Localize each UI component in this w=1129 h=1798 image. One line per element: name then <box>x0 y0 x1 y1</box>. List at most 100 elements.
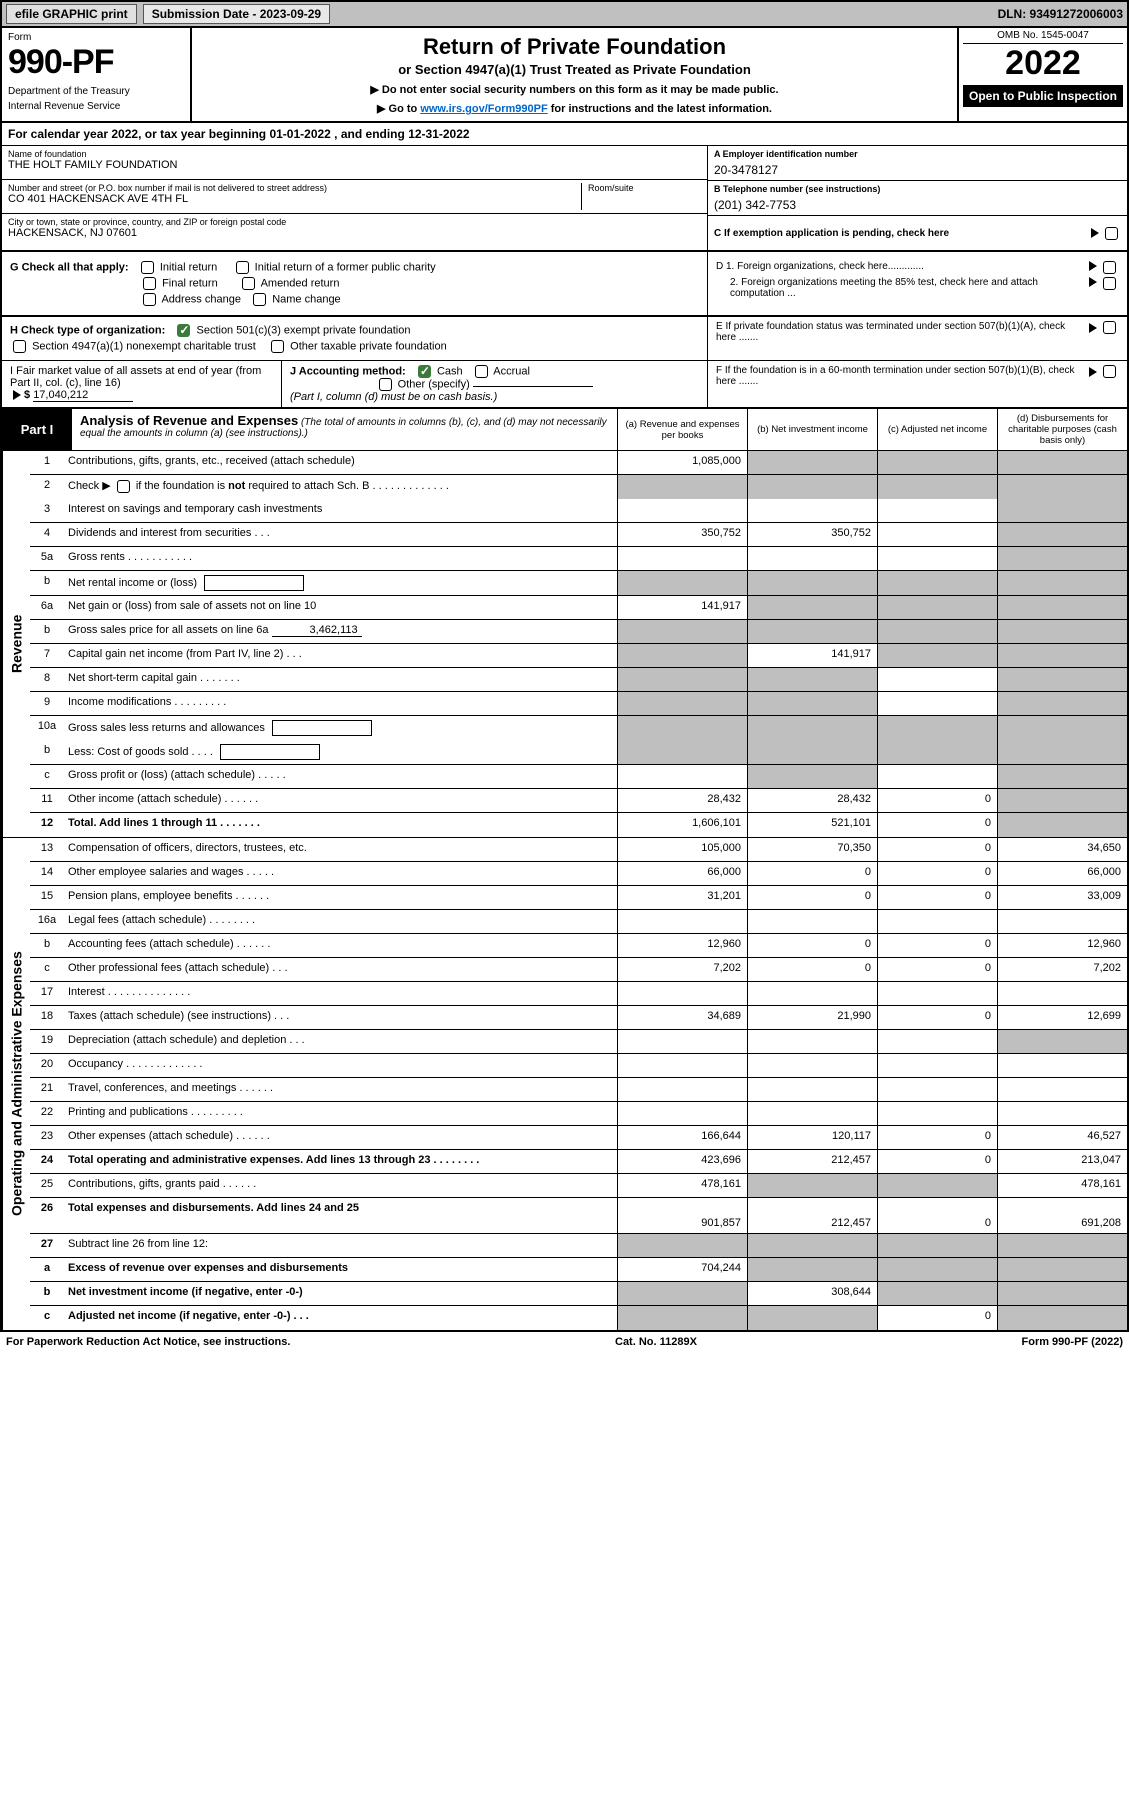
g-name-checkbox[interactable] <box>253 293 266 306</box>
cell-c <box>877 982 997 1005</box>
irs-link[interactable]: www.irs.gov/Form990PF <box>420 103 547 115</box>
cell-a <box>617 620 747 643</box>
cell-b <box>747 765 877 788</box>
h-501c3-checkbox[interactable] <box>177 324 190 337</box>
cell-b: 308,644 <box>747 1282 877 1305</box>
row-desc: Depreciation (attach schedule) and deple… <box>64 1030 617 1053</box>
form-number: 990-PF <box>8 43 184 82</box>
c-checkbox[interactable] <box>1105 227 1118 240</box>
d2-checkbox[interactable] <box>1103 277 1116 290</box>
cell-d <box>997 451 1127 474</box>
cell-d <box>997 596 1127 619</box>
cell-c: 0 <box>877 1006 997 1029</box>
cell-b <box>747 1258 877 1281</box>
row-desc: Contributions, gifts, grants paid . . . … <box>64 1174 617 1197</box>
cell-b: 0 <box>747 934 877 957</box>
h-4947-checkbox[interactable] <box>13 340 26 353</box>
form-note-ssn: ▶ Do not enter social security numbers o… <box>200 83 949 96</box>
cell-a <box>617 571 747 595</box>
row-num: 6a <box>30 596 64 619</box>
form-header-center: Return of Private Foundation or Section … <box>192 28 957 121</box>
row-num: 5a <box>30 547 64 570</box>
row-19: 19Depreciation (attach schedule) and dep… <box>30 1030 1127 1054</box>
f-checkbox[interactable] <box>1103 365 1116 378</box>
row-10c: c Gross profit or (loss) (attach schedul… <box>30 765 1127 789</box>
r10b-box[interactable] <box>220 744 320 760</box>
row-num: 14 <box>30 862 64 885</box>
col-d-header: (d) Disbursements for charitable purpose… <box>997 409 1127 450</box>
row-11: 11 Other income (attach schedule) . . . … <box>30 789 1127 813</box>
g-initial-checkbox[interactable] <box>141 261 154 274</box>
j-cash-checkbox[interactable] <box>418 365 431 378</box>
arrow-icon <box>1089 323 1097 333</box>
cell-a <box>617 982 747 1005</box>
ein-row: A Employer identification number 20-3478… <box>708 146 1127 181</box>
g-label: G Check all that apply: <box>10 261 129 273</box>
page-footer: For Paperwork Reduction Act Notice, see … <box>0 1332 1129 1352</box>
calyear-pre: For calendar year 2022, or tax year begi… <box>8 127 269 141</box>
row-desc: Subtract line 26 from line 12: <box>64 1234 617 1257</box>
j-other-checkbox[interactable] <box>379 378 392 391</box>
cell-c: 0 <box>877 958 997 981</box>
cell-a <box>617 1282 747 1305</box>
row-26: 26Total expenses and disbursements. Add … <box>30 1198 1127 1234</box>
cell-a <box>617 475 747 499</box>
h-other-checkbox[interactable] <box>271 340 284 353</box>
row-num: c <box>30 765 64 788</box>
row-num: 10a <box>30 716 64 740</box>
address-row: Number and street (or P.O. box number if… <box>2 180 707 214</box>
tel-label: B Telephone number (see instructions) <box>714 184 1121 194</box>
cell-d <box>997 765 1127 788</box>
g-final-checkbox[interactable] <box>143 277 156 290</box>
cell-c: 0 <box>877 1126 997 1149</box>
h-4947: Section 4947(a)(1) nonexempt charitable … <box>32 340 256 352</box>
cell-a <box>617 1078 747 1101</box>
cell-b <box>747 1234 877 1257</box>
check-section-ijf: I Fair market value of all assets at end… <box>0 360 1129 409</box>
e-check: E If private foundation status was termi… <box>707 317 1127 360</box>
row-desc: Less: Cost of goods sold . . . . <box>64 740 617 764</box>
cell-b: 0 <box>747 886 877 909</box>
cell-c <box>877 765 997 788</box>
g-address-checkbox[interactable] <box>143 293 156 306</box>
cell-d <box>997 571 1127 595</box>
cell-c <box>877 1078 997 1101</box>
j-accrual-checkbox[interactable] <box>475 365 488 378</box>
efile-print-button[interactable]: efile GRAPHIC print <box>6 4 137 24</box>
cell-b: 70,350 <box>747 838 877 861</box>
cell-a <box>617 765 747 788</box>
cell-c <box>877 740 997 764</box>
cell-c <box>877 910 997 933</box>
row-num: 25 <box>30 1174 64 1197</box>
cell-a <box>617 740 747 764</box>
cell-c <box>877 547 997 570</box>
g-initial-former-checkbox[interactable] <box>236 261 249 274</box>
r10a-box[interactable] <box>272 720 372 736</box>
schb-checkbox[interactable] <box>117 480 130 493</box>
row-desc: Gross profit or (loss) (attach schedule)… <box>64 765 617 788</box>
cell-d <box>997 1054 1127 1077</box>
row-desc: Gross sales less returns and allowances <box>64 716 617 740</box>
cell-a: 66,000 <box>617 862 747 885</box>
cell-b: 0 <box>747 862 877 885</box>
row-16b: bAccounting fees (attach schedule) . . .… <box>30 934 1127 958</box>
cell-b <box>747 1174 877 1197</box>
row-desc: Occupancy . . . . . . . . . . . . . <box>64 1054 617 1077</box>
cell-c <box>877 1174 997 1197</box>
g-amended-checkbox[interactable] <box>242 277 255 290</box>
e-checkbox[interactable] <box>1103 321 1116 334</box>
cell-d: 46,527 <box>997 1126 1127 1149</box>
form-subtitle: or Section 4947(a)(1) Trust Treated as P… <box>200 62 949 77</box>
row-desc: Gross rents . . . . . . . . . . . <box>64 547 617 570</box>
row-num: b <box>30 571 64 595</box>
r5b-box[interactable] <box>204 575 304 591</box>
f-label: F If the foundation is in a 60-month ter… <box>716 365 1086 403</box>
row-20: 20Occupancy . . . . . . . . . . . . . <box>30 1054 1127 1078</box>
cell-c <box>877 1030 997 1053</box>
j-other-field[interactable] <box>473 386 593 387</box>
row-num: b <box>30 934 64 957</box>
cell-b: 28,432 <box>747 789 877 812</box>
d1-checkbox[interactable] <box>1103 261 1116 274</box>
g-initial: Initial return <box>160 261 217 273</box>
open-to-public: Open to Public Inspection <box>963 85 1123 107</box>
